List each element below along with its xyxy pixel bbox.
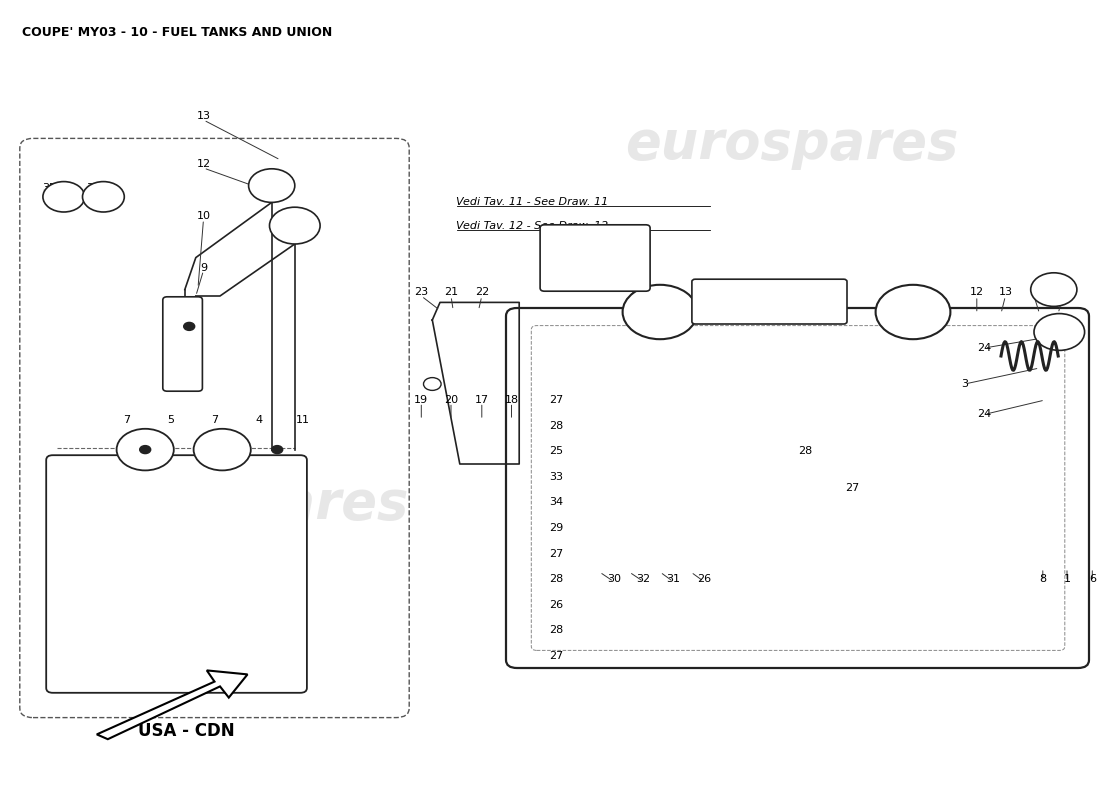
Text: 12: 12 [197, 159, 210, 169]
FancyBboxPatch shape [20, 138, 409, 718]
FancyBboxPatch shape [506, 308, 1089, 668]
Circle shape [194, 429, 251, 470]
Text: 27: 27 [846, 483, 859, 493]
Text: 7: 7 [211, 415, 218, 425]
Text: 27: 27 [550, 549, 563, 558]
Text: 10: 10 [197, 211, 210, 221]
Text: 5: 5 [167, 415, 174, 425]
Circle shape [43, 182, 85, 212]
Text: Vedi Tav. 12 - See Draw. 12: Vedi Tav. 12 - See Draw. 12 [456, 221, 608, 230]
Polygon shape [97, 670, 248, 739]
Text: 3: 3 [961, 379, 968, 389]
Text: 18: 18 [505, 395, 518, 405]
Text: 13: 13 [197, 111, 210, 121]
Text: 17: 17 [475, 395, 488, 405]
FancyBboxPatch shape [46, 455, 307, 693]
Circle shape [623, 285, 697, 339]
Text: 28: 28 [550, 421, 563, 430]
Circle shape [272, 446, 283, 454]
Text: 2: 2 [786, 287, 793, 297]
Text: 26: 26 [697, 574, 711, 584]
Text: 22: 22 [475, 287, 488, 297]
Text: COUPE' MY03 - 10 - FUEL TANKS AND UNION: COUPE' MY03 - 10 - FUEL TANKS AND UNION [22, 26, 332, 38]
Text: 4: 4 [255, 415, 262, 425]
Text: 28: 28 [550, 626, 563, 635]
Text: 35: 35 [43, 183, 56, 193]
Text: 36: 36 [87, 183, 100, 193]
Text: 23: 23 [415, 287, 428, 297]
Circle shape [1031, 273, 1077, 306]
FancyBboxPatch shape [540, 225, 650, 291]
Text: 31: 31 [667, 574, 680, 584]
Text: 26: 26 [550, 600, 563, 610]
Text: 3: 3 [662, 287, 669, 297]
Text: USA - CDN: USA - CDN [138, 722, 234, 739]
Text: 15: 15 [755, 287, 768, 297]
Text: eurospares: eurospares [625, 118, 959, 170]
Text: 24: 24 [978, 410, 991, 419]
FancyBboxPatch shape [163, 297, 202, 391]
Text: 9: 9 [200, 263, 207, 273]
Circle shape [140, 446, 151, 454]
Circle shape [184, 322, 195, 330]
Text: 34: 34 [550, 498, 563, 507]
Circle shape [82, 182, 124, 212]
Text: Vedi Tav. 11 - See Draw. 11: Vedi Tav. 11 - See Draw. 11 [456, 197, 608, 206]
Text: 12: 12 [970, 287, 983, 297]
Text: 2: 2 [629, 287, 636, 297]
Text: 20: 20 [444, 395, 458, 405]
Text: 6: 6 [1089, 574, 1096, 584]
Text: 27: 27 [550, 651, 563, 661]
Text: 29: 29 [550, 523, 563, 533]
Circle shape [424, 378, 441, 390]
Text: 33: 33 [550, 472, 563, 482]
Circle shape [117, 429, 174, 470]
Text: 4: 4 [1031, 287, 1037, 297]
Text: 27: 27 [550, 395, 563, 405]
Text: 11: 11 [296, 415, 309, 425]
Text: 32: 32 [637, 574, 650, 584]
Circle shape [249, 169, 295, 202]
Circle shape [876, 285, 950, 339]
Text: 7: 7 [123, 415, 130, 425]
FancyBboxPatch shape [692, 279, 847, 324]
Text: 21: 21 [444, 287, 458, 297]
Text: 11: 11 [1056, 287, 1069, 297]
Text: 13: 13 [999, 287, 1012, 297]
Text: 8: 8 [1040, 574, 1046, 584]
Circle shape [270, 207, 320, 244]
Text: 28: 28 [550, 574, 563, 584]
Text: 16: 16 [726, 287, 739, 297]
Text: 1: 1 [1064, 574, 1070, 584]
Text: eurospares: eurospares [75, 478, 409, 530]
Text: 25: 25 [550, 446, 563, 456]
Text: 19: 19 [415, 395, 428, 405]
Text: 14: 14 [695, 287, 708, 297]
Text: 28: 28 [799, 446, 812, 456]
Text: 30: 30 [607, 574, 620, 584]
Circle shape [1034, 314, 1085, 350]
Text: 24: 24 [978, 343, 991, 353]
